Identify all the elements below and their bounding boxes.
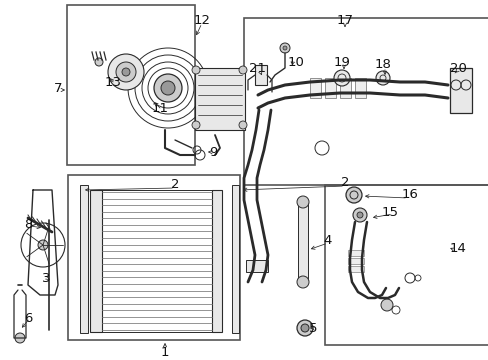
Circle shape bbox=[352, 208, 366, 222]
Bar bbox=[195, 68, 244, 130]
Circle shape bbox=[122, 68, 130, 76]
Bar bbox=[244, 18, 488, 185]
Circle shape bbox=[346, 187, 361, 203]
Text: 2: 2 bbox=[340, 176, 348, 189]
Bar bbox=[67, 5, 195, 165]
Circle shape bbox=[283, 46, 286, 50]
Circle shape bbox=[375, 71, 389, 85]
Circle shape bbox=[280, 43, 289, 53]
Bar bbox=[449, 68, 471, 113]
Text: 3: 3 bbox=[41, 271, 50, 284]
Text: 18: 18 bbox=[374, 58, 390, 72]
Text: 16: 16 bbox=[401, 189, 418, 202]
Circle shape bbox=[380, 299, 392, 311]
Bar bbox=[68, 175, 240, 340]
Text: 17: 17 bbox=[336, 13, 353, 27]
Circle shape bbox=[116, 62, 136, 82]
Text: 19: 19 bbox=[333, 55, 350, 68]
Text: 11: 11 bbox=[151, 102, 168, 114]
Circle shape bbox=[108, 54, 143, 90]
Text: 21: 21 bbox=[249, 62, 266, 75]
Text: 4: 4 bbox=[323, 234, 331, 247]
Text: 20: 20 bbox=[448, 62, 466, 75]
Circle shape bbox=[296, 196, 308, 208]
Bar bbox=[325, 185, 488, 345]
Bar bbox=[339, 78, 350, 98]
Circle shape bbox=[301, 324, 308, 332]
Circle shape bbox=[192, 121, 200, 129]
Circle shape bbox=[239, 66, 246, 74]
Circle shape bbox=[38, 240, 48, 250]
Text: 8: 8 bbox=[24, 217, 32, 230]
Circle shape bbox=[154, 74, 182, 102]
Bar bbox=[347, 250, 363, 256]
Bar bbox=[90, 190, 102, 332]
Circle shape bbox=[356, 212, 362, 218]
Bar bbox=[354, 78, 365, 98]
Text: 10: 10 bbox=[287, 55, 304, 68]
Circle shape bbox=[161, 81, 175, 95]
Bar bbox=[231, 185, 239, 333]
Bar bbox=[347, 266, 363, 272]
Text: 6: 6 bbox=[24, 311, 32, 324]
Text: 2: 2 bbox=[170, 179, 179, 192]
Bar bbox=[102, 190, 212, 332]
Bar bbox=[325, 78, 335, 98]
Circle shape bbox=[333, 70, 349, 86]
Text: 13: 13 bbox=[104, 76, 121, 89]
Circle shape bbox=[192, 66, 200, 74]
Text: 15: 15 bbox=[381, 206, 398, 219]
Text: 14: 14 bbox=[448, 242, 466, 255]
Bar bbox=[80, 185, 88, 333]
Text: 7: 7 bbox=[54, 81, 62, 94]
Bar bbox=[212, 190, 222, 332]
Bar bbox=[254, 65, 266, 85]
Circle shape bbox=[296, 320, 312, 336]
Circle shape bbox=[95, 58, 103, 66]
Circle shape bbox=[239, 121, 246, 129]
Bar bbox=[297, 202, 307, 282]
Bar bbox=[347, 258, 363, 264]
Circle shape bbox=[15, 333, 25, 343]
Text: 9: 9 bbox=[208, 145, 217, 158]
Bar bbox=[309, 78, 320, 98]
Text: 5: 5 bbox=[308, 321, 317, 334]
Text: 1: 1 bbox=[161, 346, 169, 359]
Circle shape bbox=[296, 276, 308, 288]
Bar bbox=[245, 260, 267, 272]
Text: 12: 12 bbox=[193, 13, 210, 27]
